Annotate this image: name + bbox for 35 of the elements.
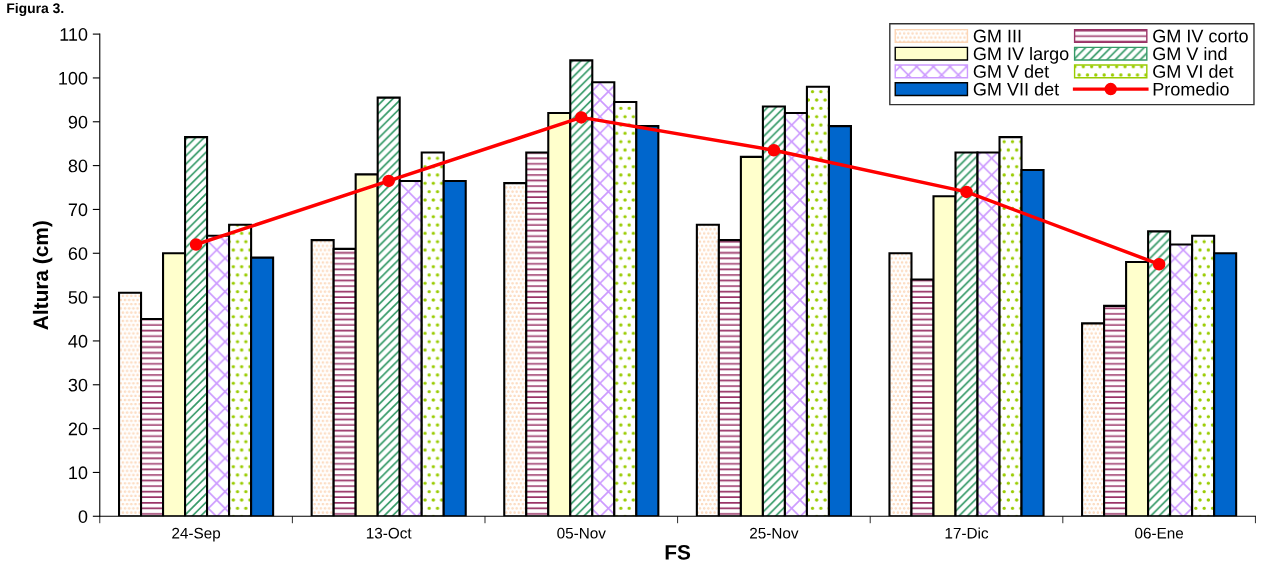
y-tick-label: 100 xyxy=(59,71,88,85)
point xyxy=(575,111,588,124)
legend-label: Promedio xyxy=(1153,82,1229,96)
y-axis-title: Altura (cm) xyxy=(32,221,53,330)
y-tick-label: 90 xyxy=(68,115,88,129)
x-tick-label: 25-Nov xyxy=(750,527,799,539)
x-tick-label: 06-Ene xyxy=(1135,527,1184,539)
legend-label: GM VII det xyxy=(973,82,1060,96)
legend-label: GM IV largo xyxy=(973,46,1069,64)
x-tick-label: 13-Oct xyxy=(366,527,412,539)
legend-label: GM V ind xyxy=(1153,46,1227,61)
point xyxy=(960,185,973,199)
y-tick-label: 10 xyxy=(69,466,88,480)
point xyxy=(189,238,203,251)
y-tick-label: 20 xyxy=(68,422,88,436)
legend-label: GM V det xyxy=(973,64,1049,78)
point xyxy=(767,144,781,157)
point xyxy=(382,174,395,188)
y-tick-label: 30 xyxy=(68,378,88,392)
x-tick-label: 24-Sep xyxy=(172,527,221,542)
point xyxy=(1152,257,1166,271)
y-tick-label: 80 xyxy=(68,159,88,173)
y-tick-label: 60 xyxy=(68,247,88,260)
y-tick-label: 110 xyxy=(60,28,88,41)
x-tick-label: 17-Dic xyxy=(945,527,989,539)
legend-label: GM III xyxy=(973,29,1021,43)
y-tick-label: 40 xyxy=(68,334,88,348)
legend-label: GM IV corto xyxy=(1153,29,1248,43)
x-axis-title: FS xyxy=(665,544,691,560)
x-tick-label: 05-Nov xyxy=(557,527,606,539)
y-tick-label: 50 xyxy=(68,291,88,304)
chart-title: Figura 3. xyxy=(7,2,64,16)
legend-label: GM VI det xyxy=(1153,64,1234,78)
y-tick-label: 70 xyxy=(68,203,88,217)
y-tick-label: 0 xyxy=(78,510,88,523)
